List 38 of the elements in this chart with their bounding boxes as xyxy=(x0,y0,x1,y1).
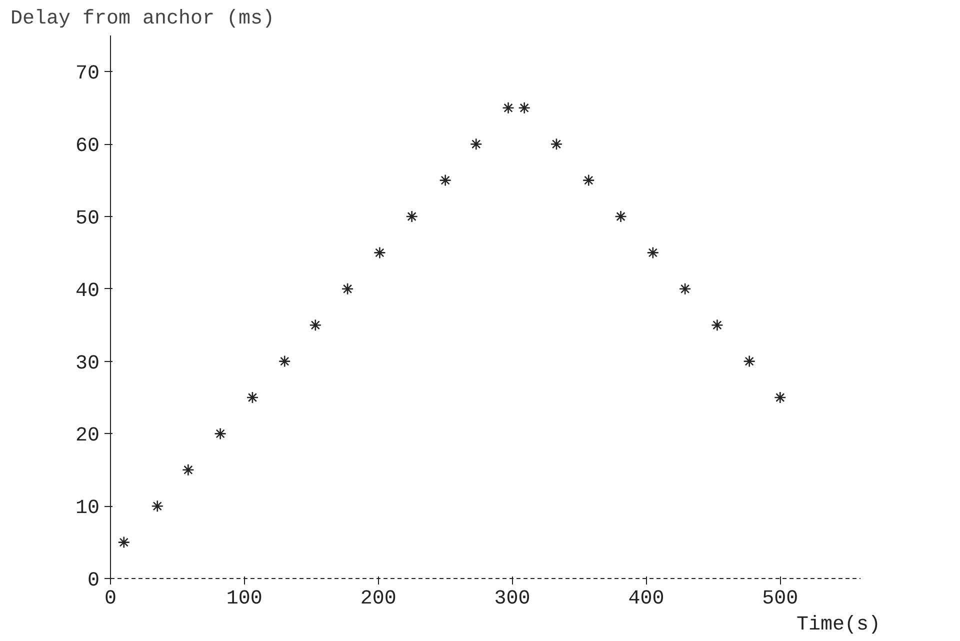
x-tick-label: 300 xyxy=(494,588,530,610)
point xyxy=(582,174,595,186)
x-tick-label: 200 xyxy=(360,588,396,610)
x-tick-label: 100 xyxy=(226,588,262,610)
point xyxy=(614,210,627,223)
point xyxy=(774,391,786,404)
point xyxy=(678,282,692,296)
x-tick-label: 400 xyxy=(628,588,664,610)
x-tick-label: 0 xyxy=(104,588,117,610)
y-tick-label: 20 xyxy=(75,424,100,448)
point xyxy=(550,138,563,150)
x-axis-title: Time(s) xyxy=(796,614,880,636)
y-axis-title: Delay from anchor (ms) xyxy=(10,8,275,30)
point xyxy=(646,246,660,259)
point xyxy=(309,318,322,332)
x-tick-label: 500 xyxy=(762,588,798,610)
point xyxy=(246,391,259,404)
point xyxy=(151,500,164,512)
point xyxy=(182,464,194,476)
point xyxy=(341,282,354,296)
point xyxy=(502,102,514,114)
point xyxy=(406,210,418,223)
point xyxy=(518,102,530,114)
point xyxy=(118,536,130,548)
point xyxy=(711,318,724,332)
y-tick-label: 0 xyxy=(88,570,100,592)
point xyxy=(439,174,452,186)
point xyxy=(214,428,226,440)
y-tick-label: 10 xyxy=(75,497,100,520)
point xyxy=(470,138,482,150)
y-tick-label: 70 xyxy=(75,62,100,86)
point xyxy=(278,355,291,368)
point xyxy=(743,355,756,368)
y-tick-label: 30 xyxy=(75,352,100,376)
point xyxy=(374,246,386,259)
y-tick-label: 50 xyxy=(75,208,100,230)
y-tick-label: 40 xyxy=(75,280,100,303)
y-tick-label: 60 xyxy=(75,135,100,158)
